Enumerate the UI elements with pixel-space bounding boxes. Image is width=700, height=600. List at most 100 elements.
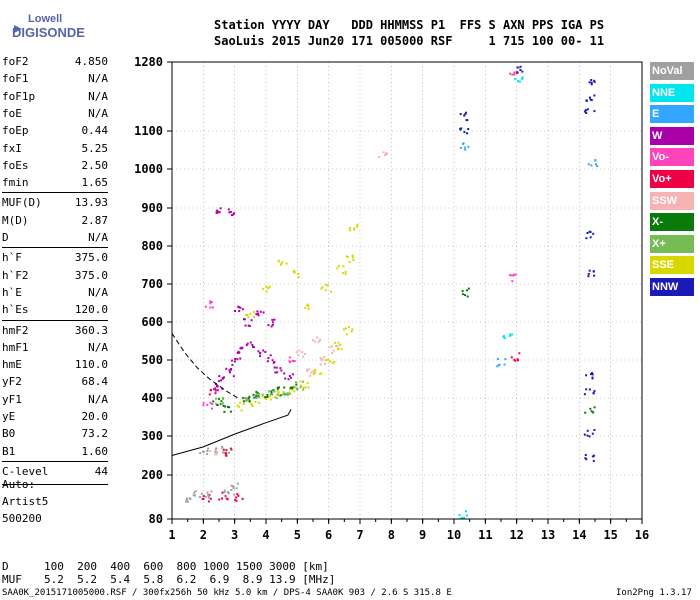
- data-point: [201, 497, 204, 500]
- data-point: [229, 371, 231, 374]
- data-point: [273, 366, 276, 369]
- data-point: [319, 373, 321, 376]
- data-point: [279, 367, 282, 370]
- chart-grid: [171, 61, 643, 520]
- data-point: [225, 454, 228, 457]
- data-point: [272, 321, 274, 324]
- data-point: [588, 435, 591, 438]
- data-point: [466, 295, 469, 298]
- data-point: [243, 318, 245, 321]
- data-point: [592, 270, 595, 273]
- data-point: [241, 308, 244, 311]
- data-point: [583, 393, 586, 396]
- data-point: [589, 231, 592, 234]
- data-point: [593, 454, 596, 457]
- y-tick-label: 80: [149, 512, 163, 526]
- data-point: [218, 498, 221, 501]
- y-tick-label: 1000: [134, 162, 163, 176]
- data-point: [521, 76, 524, 79]
- data-point: [306, 382, 309, 385]
- param-separator: [2, 319, 108, 321]
- data-point: [291, 388, 294, 391]
- y-tick-label: 600: [141, 315, 163, 329]
- data-point: [459, 128, 462, 131]
- plot-frame: [171, 61, 643, 520]
- data-point: [321, 359, 323, 362]
- data-point: [228, 211, 231, 214]
- logo-mark-icon: [0, 10, 23, 33]
- data-point: [233, 360, 236, 363]
- data-point: [239, 357, 242, 360]
- data-point: [586, 108, 589, 111]
- param-value: 73.2: [81, 427, 109, 441]
- data-point: [199, 452, 202, 455]
- param-separator: [2, 247, 108, 249]
- param-label: hmE: [2, 358, 22, 372]
- data-point: [269, 395, 272, 398]
- param-value: 120.0: [74, 303, 108, 317]
- data-point: [351, 254, 354, 257]
- data-point: [266, 360, 269, 363]
- data-point: [241, 497, 244, 500]
- data-point: [590, 99, 593, 102]
- footer-muf-label: MUF: [2, 573, 22, 586]
- data-point: [508, 334, 511, 337]
- y-tick-label: 300: [141, 429, 163, 443]
- data-point: [230, 214, 233, 217]
- footer-file-info: SAA0K_2015171005000.RSF / 300fx256h 50 k…: [2, 588, 452, 598]
- data-point: [463, 131, 466, 134]
- data-point: [238, 351, 241, 354]
- data-point: [222, 448, 225, 451]
- data-point: [216, 211, 219, 214]
- x-tick-label: 16: [635, 528, 649, 542]
- data-point: [353, 227, 356, 230]
- data-point: [297, 272, 300, 275]
- legend-item-vominus: Vo-: [650, 148, 694, 167]
- data-point: [236, 352, 239, 354]
- data-point: [194, 490, 197, 493]
- y-tick-label: 800: [141, 239, 163, 253]
- data-point: [590, 83, 593, 86]
- footer-d-values: 100 200 400 600 800 1000 1500 3000 [km]: [44, 560, 329, 573]
- data-point: [307, 386, 310, 389]
- data-point: [304, 386, 307, 389]
- data-point: [591, 455, 594, 458]
- data-point: [208, 393, 211, 396]
- data-point: [280, 263, 283, 266]
- param-label: foF1p: [2, 89, 36, 103]
- data-point: [347, 326, 350, 328]
- y-tick-label: 500: [141, 353, 163, 367]
- data-point: [341, 272, 344, 275]
- data-point: [224, 405, 227, 408]
- data-point: [324, 363, 326, 365]
- data-point: [299, 384, 302, 387]
- data-point: [465, 119, 468, 122]
- data-point: [331, 345, 333, 348]
- auto-code: 500200: [2, 512, 42, 525]
- data-point: [214, 387, 217, 390]
- data-point: [590, 81, 593, 84]
- data-point: [333, 360, 336, 363]
- data-point: [461, 290, 464, 293]
- param-label: MUF(D): [2, 196, 42, 210]
- data-point: [293, 390, 296, 393]
- data-point: [293, 271, 296, 274]
- param-value: N/A: [88, 72, 108, 86]
- logo-lowell: Lowell: [28, 13, 63, 25]
- data-point: [265, 398, 267, 401]
- data-point: [245, 399, 247, 402]
- data-point: [273, 318, 276, 321]
- data-point: [289, 388, 292, 391]
- data-point: [465, 510, 467, 513]
- data-point: [217, 380, 220, 383]
- data-point: [592, 392, 595, 395]
- data-point: [514, 273, 517, 276]
- data-point: [306, 303, 309, 306]
- data-point: [271, 323, 274, 326]
- data-point: [257, 312, 259, 315]
- data-point: [295, 381, 297, 384]
- data-point: [218, 375, 221, 378]
- data-point: [306, 369, 309, 372]
- data-point: [585, 458, 588, 461]
- data-point: [222, 404, 225, 407]
